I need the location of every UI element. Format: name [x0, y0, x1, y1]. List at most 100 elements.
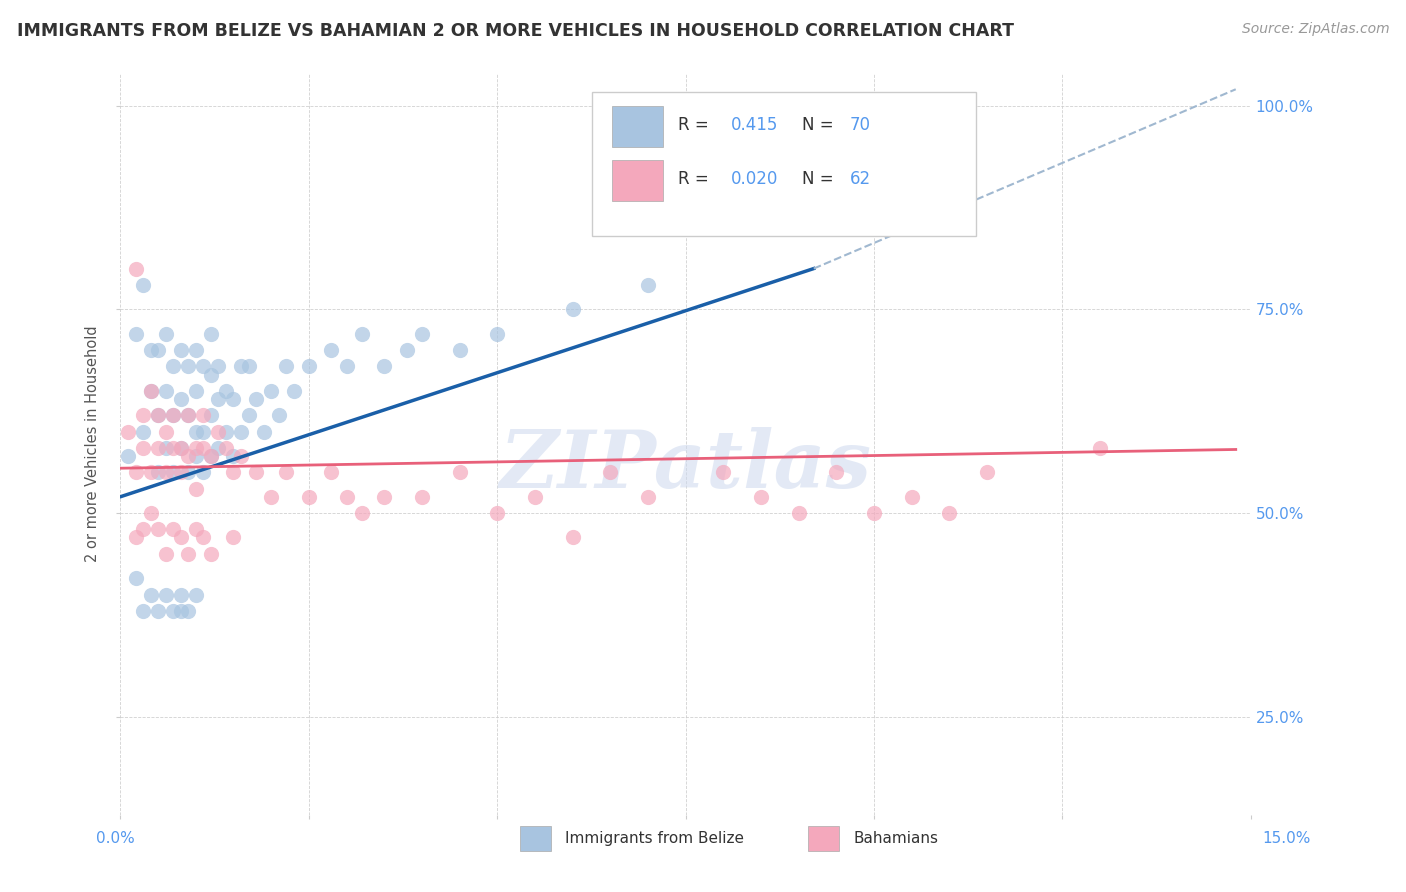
Text: Bahamians: Bahamians	[853, 831, 938, 846]
Point	[170, 441, 193, 455]
Point	[162, 359, 184, 374]
Point	[350, 506, 373, 520]
Point	[132, 409, 155, 423]
Point	[976, 465, 998, 479]
Text: IMMIGRANTS FROM BELIZE VS BAHAMIAN 2 OR MORE VEHICLES IN HOUSEHOLD CORRELATION C: IMMIGRANTS FROM BELIZE VS BAHAMIAN 2 OR …	[17, 22, 1014, 40]
Point	[155, 384, 177, 398]
Point	[637, 490, 659, 504]
Point	[200, 368, 222, 382]
Point	[146, 441, 169, 455]
Point	[184, 343, 207, 357]
Point	[139, 506, 162, 520]
Point	[373, 490, 395, 504]
Point	[177, 604, 200, 618]
Point	[162, 465, 184, 479]
Point	[298, 359, 321, 374]
Point	[825, 465, 848, 479]
Point	[222, 465, 245, 479]
Point	[900, 490, 922, 504]
Point	[321, 465, 343, 479]
Point	[146, 522, 169, 536]
Point	[117, 425, 139, 439]
Point	[170, 588, 193, 602]
Point	[162, 604, 184, 618]
Text: N =: N =	[801, 170, 839, 188]
Point	[260, 384, 283, 398]
Point	[207, 441, 229, 455]
Point	[162, 409, 184, 423]
Point	[193, 441, 215, 455]
Point	[215, 441, 238, 455]
Point	[449, 343, 471, 357]
Point	[193, 531, 215, 545]
Point	[711, 465, 734, 479]
Point	[215, 425, 238, 439]
Point	[229, 425, 252, 439]
Point	[298, 490, 321, 504]
Text: 0.415: 0.415	[731, 116, 778, 134]
Text: Immigrants from Belize: Immigrants from Belize	[565, 831, 744, 846]
Point	[177, 409, 200, 423]
Point	[599, 465, 621, 479]
Point	[139, 465, 162, 479]
Point	[155, 425, 177, 439]
Point	[486, 506, 509, 520]
Point	[170, 441, 193, 455]
Text: ZIPatlas: ZIPatlas	[499, 427, 872, 505]
Point	[155, 326, 177, 341]
Point	[215, 384, 238, 398]
Point	[637, 277, 659, 292]
Point	[252, 425, 274, 439]
Text: Source: ZipAtlas.com: Source: ZipAtlas.com	[1241, 22, 1389, 37]
Point	[863, 506, 886, 520]
Text: 15.0%: 15.0%	[1263, 831, 1310, 846]
Point	[177, 449, 200, 463]
Point	[207, 392, 229, 406]
Point	[170, 392, 193, 406]
Point	[267, 409, 290, 423]
Point	[170, 604, 193, 618]
Point	[200, 449, 222, 463]
Point	[411, 490, 433, 504]
Text: 62: 62	[849, 170, 870, 188]
Point	[193, 465, 215, 479]
Point	[283, 384, 305, 398]
Point	[207, 425, 229, 439]
Point	[177, 547, 200, 561]
Point	[124, 465, 146, 479]
Point	[245, 465, 267, 479]
Point	[162, 409, 184, 423]
Point	[155, 465, 177, 479]
Point	[787, 506, 810, 520]
Point	[207, 359, 229, 374]
Point	[486, 326, 509, 341]
Point	[229, 449, 252, 463]
Point	[222, 531, 245, 545]
Point	[124, 571, 146, 585]
Y-axis label: 2 or more Vehicles in Household: 2 or more Vehicles in Household	[86, 326, 100, 562]
Point	[276, 465, 298, 479]
Point	[146, 604, 169, 618]
Point	[193, 409, 215, 423]
Point	[146, 343, 169, 357]
Point	[200, 326, 222, 341]
Point	[184, 449, 207, 463]
Text: R =: R =	[678, 116, 714, 134]
Point	[162, 522, 184, 536]
Point	[1088, 441, 1111, 455]
Point	[177, 409, 200, 423]
Bar	[808, 826, 839, 851]
Point	[146, 409, 169, 423]
Point	[200, 547, 222, 561]
Point	[132, 441, 155, 455]
Point	[146, 409, 169, 423]
Point	[321, 343, 343, 357]
Point	[184, 384, 207, 398]
Point	[184, 425, 207, 439]
Point	[523, 490, 546, 504]
Point	[193, 359, 215, 374]
FancyBboxPatch shape	[612, 106, 664, 147]
Point	[238, 359, 260, 374]
Point	[222, 449, 245, 463]
Point	[449, 465, 471, 479]
